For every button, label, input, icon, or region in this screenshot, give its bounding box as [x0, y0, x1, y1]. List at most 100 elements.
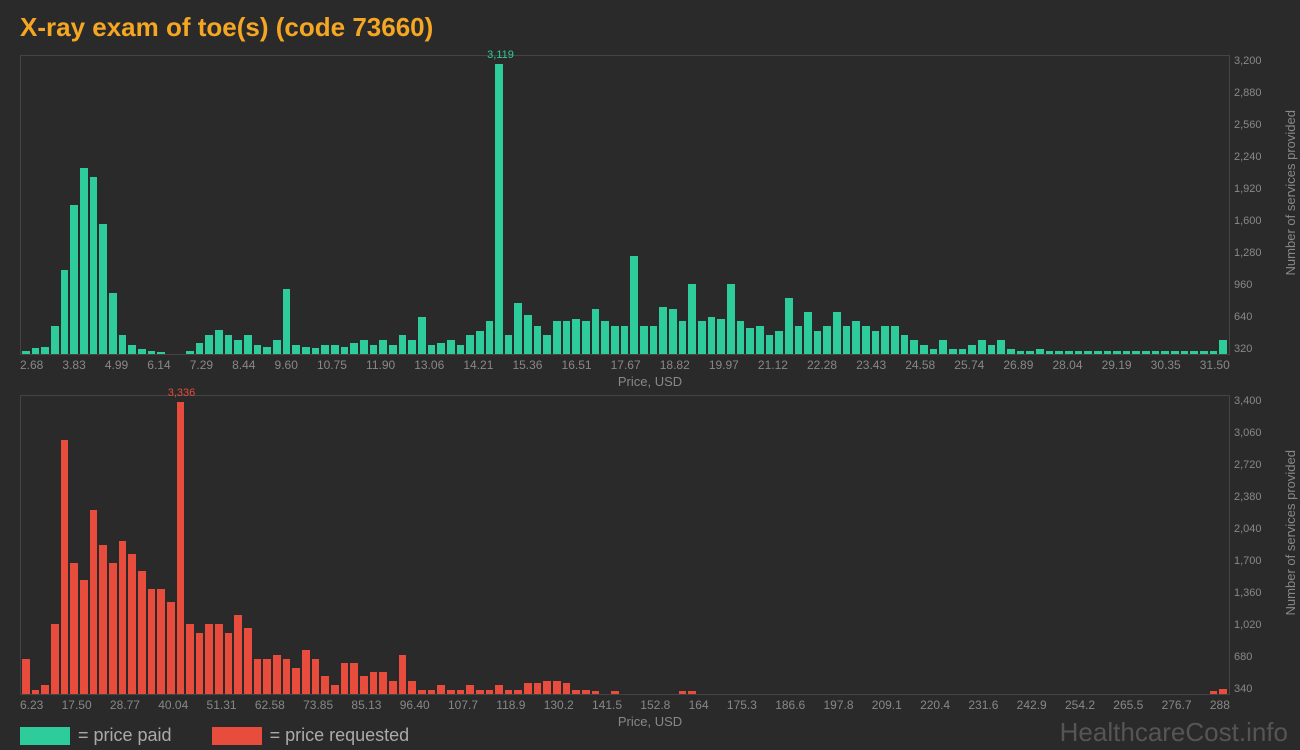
- chart-title: X-ray exam of toe(s) (code 73660): [0, 0, 1300, 51]
- histogram-bar: [476, 331, 484, 354]
- histogram-bar: [814, 331, 822, 354]
- histogram-bar: [582, 690, 590, 694]
- y-tick-label: 1,020: [1234, 619, 1272, 631]
- y-tick-label: 340: [1234, 683, 1272, 695]
- y-tick-label: 960: [1234, 279, 1272, 291]
- x-tick-label: 30.35: [1151, 358, 1181, 378]
- x-tick-label: 288: [1210, 698, 1230, 718]
- histogram-bar: [1094, 351, 1102, 354]
- x-tick-label: 40.04: [158, 698, 188, 718]
- histogram-bar: [1055, 351, 1063, 354]
- x-tick-label: 130.2: [544, 698, 574, 718]
- histogram-bar: [978, 340, 986, 354]
- histogram-bar: [437, 685, 445, 694]
- x-tick-label: 22.28: [807, 358, 837, 378]
- histogram-bar: [1210, 691, 1218, 694]
- histogram-bar: [437, 343, 445, 354]
- histogram-bar: [205, 624, 213, 694]
- histogram-bar: [225, 633, 233, 694]
- x-axis-label-paid: Price, USD: [618, 374, 682, 389]
- histogram-bar: [534, 683, 542, 694]
- histogram-bar: [1219, 340, 1227, 354]
- x-tick-label: 197.8: [823, 698, 853, 718]
- y-tick-label: 1,360: [1234, 587, 1272, 599]
- legend-label-requested: = price requested: [270, 725, 410, 746]
- histogram-bar: [302, 347, 310, 354]
- histogram-bar: [312, 659, 320, 694]
- histogram-bar: [447, 340, 455, 354]
- histogram-bar: [1181, 351, 1189, 354]
- x-tick-label: 8.44: [232, 358, 255, 378]
- histogram-bar: [1161, 351, 1169, 354]
- histogram-bar: [891, 326, 899, 354]
- histogram-bar: [167, 602, 175, 694]
- histogram-bar: [543, 681, 551, 694]
- histogram-bar: [148, 589, 156, 694]
- histogram-bar: [119, 541, 127, 694]
- x-tick-label: 11.90: [366, 358, 395, 378]
- histogram-bar: [457, 345, 465, 354]
- histogram-bar: [505, 690, 513, 694]
- histogram-bar: [1171, 351, 1179, 354]
- y-tick-label: 1,280: [1234, 247, 1272, 259]
- y-tick-label: 1,920: [1234, 183, 1272, 195]
- histogram-bar: [621, 326, 629, 354]
- x-tick-label: 7.29: [190, 358, 213, 378]
- x-tick-label: 2.68: [20, 358, 43, 378]
- x-tick-label: 24.58: [905, 358, 935, 378]
- histogram-bar: [32, 690, 40, 694]
- histogram-bar: [99, 545, 107, 694]
- histogram-bar: [389, 345, 397, 354]
- histogram-bar: [630, 256, 638, 354]
- histogram-bar: [495, 64, 503, 354]
- histogram-bar: [119, 335, 127, 354]
- x-tick-label: 16.51: [562, 358, 592, 378]
- histogram-bar: [466, 335, 474, 354]
- x-tick-label: 21.12: [758, 358, 788, 378]
- histogram-bar: [611, 326, 619, 354]
- histogram-bar: [273, 655, 281, 694]
- x-tick-label: 175.3: [727, 698, 757, 718]
- histogram-bar: [1007, 349, 1015, 354]
- histogram-bar: [428, 345, 436, 354]
- histogram-bar: [823, 326, 831, 354]
- legend-item-paid: = price paid: [20, 725, 172, 746]
- histogram-bar: [1219, 689, 1227, 694]
- histogram-bar: [1017, 351, 1025, 354]
- x-tick-label: 265.5: [1113, 698, 1143, 718]
- x-tick-label: 276.7: [1162, 698, 1192, 718]
- histogram-bar: [881, 326, 889, 354]
- histogram-bar: [109, 293, 117, 354]
- histogram-bar: [1046, 351, 1054, 354]
- x-tick-label: 186.6: [775, 698, 805, 718]
- histogram-bar: [1084, 351, 1092, 354]
- histogram-bar: [1104, 351, 1112, 354]
- histogram-bar: [872, 331, 880, 354]
- histogram-bar: [833, 312, 841, 354]
- histogram-bar: [572, 319, 580, 354]
- x-tick-label: 9.60: [275, 358, 298, 378]
- histogram-bar: [708, 317, 716, 354]
- histogram-bar: [611, 691, 619, 694]
- histogram-bar: [186, 624, 194, 694]
- histogram-bar: [901, 335, 909, 354]
- y-tick-label: 1,600: [1234, 215, 1272, 227]
- x-tick-label: 164: [689, 698, 709, 718]
- histogram-bar: [1123, 351, 1131, 354]
- histogram-bar: [273, 340, 281, 354]
- histogram-bar: [688, 691, 696, 694]
- histogram-bar: [476, 690, 484, 694]
- histogram-bar: [234, 340, 242, 354]
- histogram-bar: [283, 289, 291, 354]
- histogram-bar: [341, 347, 349, 354]
- watermark: HealthcareCost.info: [1060, 717, 1288, 748]
- histogram-bar: [775, 331, 783, 354]
- histogram-bar: [910, 340, 918, 354]
- histogram-bar: [659, 307, 667, 354]
- y-tick-label: 1,700: [1234, 555, 1272, 567]
- y-tick-label: 3,400: [1234, 395, 1272, 407]
- histogram-bar: [640, 326, 648, 354]
- histogram-bar: [1026, 351, 1034, 354]
- x-tick-label: 4.99: [105, 358, 128, 378]
- histogram-bar: [234, 615, 242, 694]
